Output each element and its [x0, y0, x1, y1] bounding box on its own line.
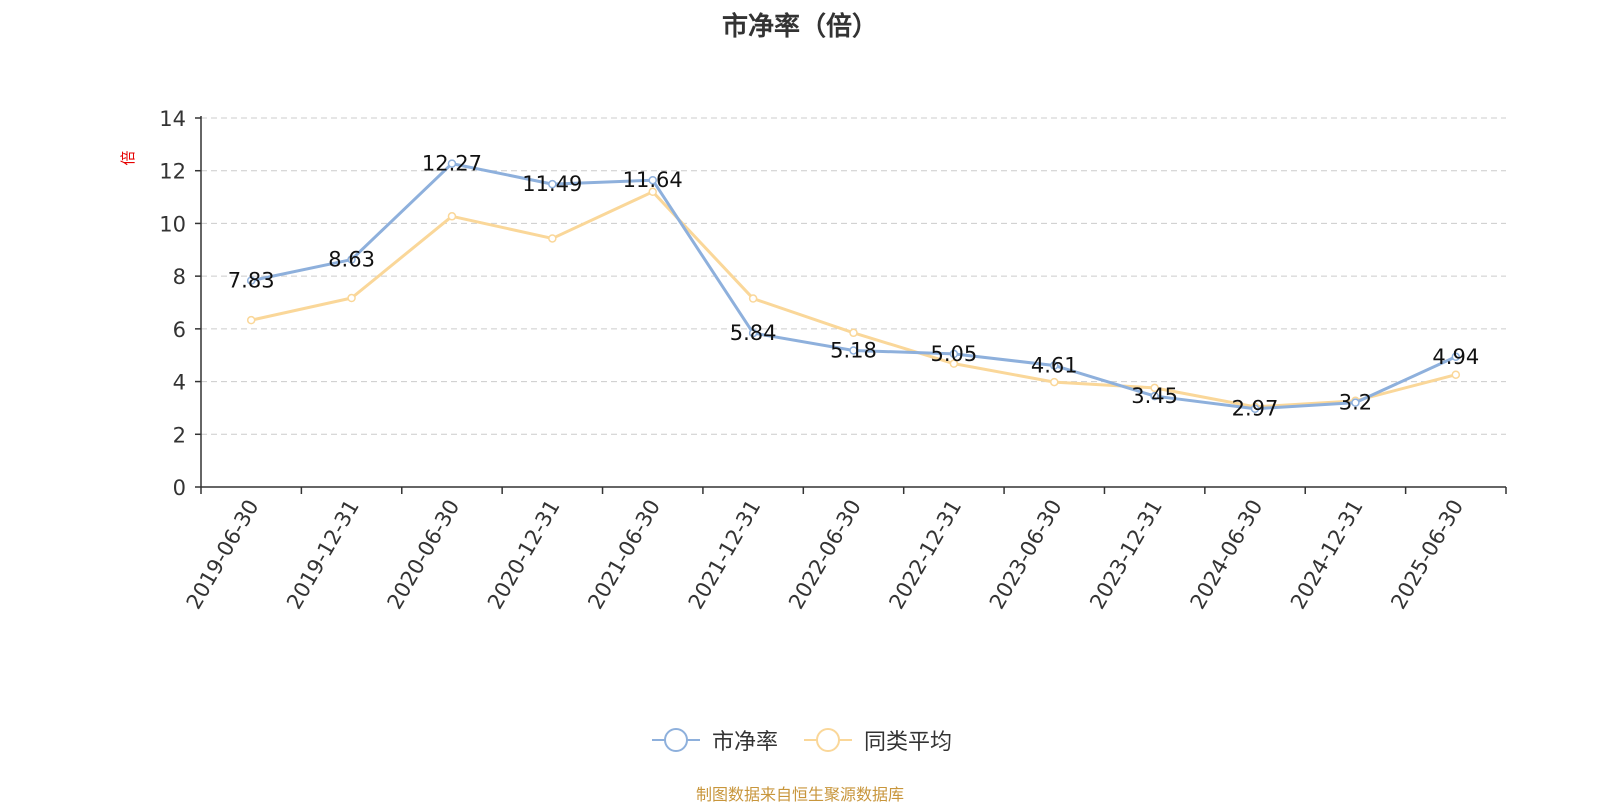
y-tick-label: 6: [173, 318, 186, 342]
data-label: 5.84: [730, 321, 777, 345]
y-tick-label: 14: [159, 107, 186, 131]
axes: 0 2 4 6 8 10 12 14 倍 2019-06-30 2019-12-31 2020-06-…: [119, 107, 1507, 614]
y-tick-label: 12: [159, 160, 186, 184]
data-label: 3.2: [1339, 391, 1372, 415]
data-point: [347, 255, 356, 264]
data-point: [1050, 377, 1059, 387]
data-point: [447, 212, 457, 221]
y-tick-label: 8: [173, 265, 186, 289]
series-line-1: [250, 190, 1457, 409]
y-tick-label: 10: [159, 212, 186, 236]
y-axis-label: 倍: [119, 150, 137, 165]
data-point: [1351, 398, 1360, 407]
data-point: [1050, 361, 1059, 370]
data-label: 7.83: [228, 269, 275, 293]
legend-swatch-1: [804, 728, 852, 752]
legend-label-1: 同类平均: [864, 730, 953, 755]
x-tick-label: 2021-12-31: [684, 496, 766, 614]
data-label: 5.18: [830, 338, 877, 362]
data-labels: 7.83 8.63 12.27 11.49 11.64 5.84 5.18 5.05 4.61 3…: [228, 152, 1479, 421]
x-tick-label: 2019-06-30: [182, 496, 264, 614]
data-point: [648, 175, 657, 185]
x-tick-label: 2019-12-31: [282, 496, 364, 614]
data-point: [246, 315, 256, 325]
x-tick-label: 2024-06-30: [1186, 496, 1268, 614]
data-point: [1451, 370, 1461, 379]
y-tick-label: 4: [173, 371, 186, 395]
grid-lines: [201, 117, 1506, 435]
x-tick-label: 2021-06-30: [583, 496, 665, 614]
legend-item-0[interactable]: 市净率: [648, 722, 778, 758]
x-tick-label: 2022-06-30: [784, 496, 866, 614]
x-tick-label: 2025-06-30: [1386, 496, 1468, 614]
chart-title: 市净率（倍）: [721, 12, 878, 42]
data-label: 11.64: [623, 168, 683, 192]
legend-item-1[interactable]: 同类平均: [800, 722, 952, 758]
data-point: [1150, 383, 1159, 393]
data-point: [246, 276, 256, 285]
data-point: [447, 159, 457, 168]
data-point: [849, 328, 858, 338]
data-label: 3.45: [1131, 384, 1178, 408]
y-tick-label: 2: [173, 423, 186, 447]
data-point: [748, 294, 758, 303]
x-tick-label: 2020-12-31: [483, 496, 565, 614]
x-tick-label: 2023-06-30: [985, 496, 1067, 614]
y-tick-label: 0: [173, 476, 186, 500]
data-point: [1451, 352, 1461, 362]
data-point: [1150, 391, 1159, 401]
x-tick-label: 2020-06-30: [382, 496, 464, 614]
data-point: [548, 179, 557, 189]
data-point: [748, 328, 758, 338]
source-note: 制图数据来自恒生聚源数据库: [695, 785, 904, 804]
series-line-0: [250, 162, 1457, 411]
data-point: [648, 187, 657, 197]
legend-swatch-0: [652, 728, 700, 752]
data-point: [949, 349, 959, 359]
legend-label-0: 市净率: [712, 730, 779, 755]
data-point: [347, 293, 356, 303]
data-point: [548, 234, 557, 243]
series-lines: [246, 159, 1461, 413]
data-label: 2.97: [1232, 397, 1279, 421]
data-label: 5.05: [931, 342, 978, 366]
data-point: [949, 359, 959, 368]
x-tick-label: 2022-12-31: [884, 496, 966, 614]
data-point: [849, 346, 858, 355]
data-label: 11.49: [522, 172, 582, 196]
data-label: 4.61: [1031, 353, 1078, 377]
data-point: [1250, 404, 1260, 413]
x-tick-label: 2024-12-31: [1286, 496, 1368, 614]
data-label: 8.63: [328, 248, 375, 272]
data-label: 4.94: [1432, 345, 1479, 369]
x-tick-label: 2023-12-31: [1085, 496, 1167, 614]
data-label: 12.27: [422, 152, 482, 176]
